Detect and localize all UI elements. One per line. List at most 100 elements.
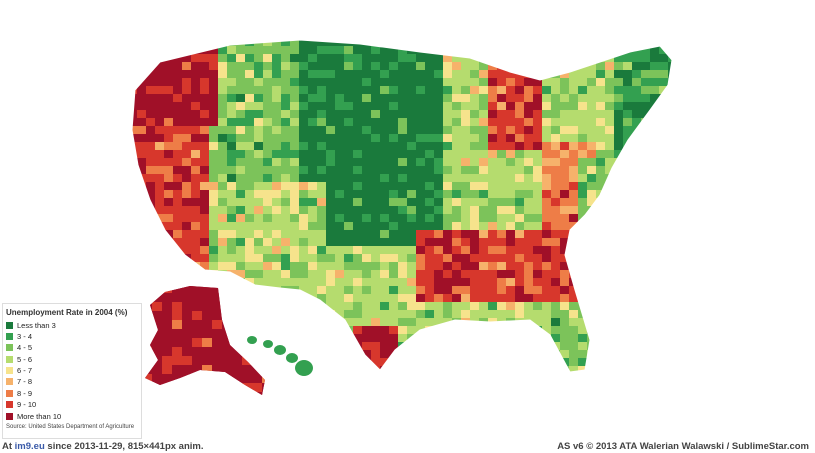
county-cell <box>452 350 462 359</box>
county-cell <box>596 374 605 382</box>
legend-swatch <box>6 389 13 397</box>
county-cell <box>587 134 597 143</box>
county-cell <box>407 374 416 382</box>
county-cell <box>560 238 570 247</box>
county-cell <box>344 262 354 271</box>
county-cell <box>587 182 597 191</box>
county-cell <box>290 102 300 111</box>
county-cell <box>497 174 507 183</box>
county-cell <box>569 182 579 191</box>
county-cell <box>416 62 426 71</box>
county-cell <box>488 118 498 127</box>
county-cell <box>317 310 327 319</box>
county-cell <box>443 326 453 335</box>
county-cell <box>155 286 165 295</box>
county-cell <box>515 198 525 207</box>
county-cell <box>308 158 318 167</box>
county-cell <box>569 230 579 239</box>
county-cell <box>380 110 390 119</box>
legend-label: 7 - 8 <box>17 377 33 387</box>
county-cell <box>335 86 345 95</box>
county-cell <box>200 278 210 287</box>
county-cell <box>299 350 309 359</box>
county-cell <box>335 102 345 111</box>
county-cell <box>569 54 579 63</box>
county-cell <box>488 150 498 159</box>
county-cell <box>461 78 471 87</box>
county-cell <box>308 206 318 215</box>
county-cell <box>173 230 183 239</box>
county-cell <box>182 102 192 111</box>
county-cell <box>146 118 156 127</box>
county-cell <box>650 70 660 79</box>
county-cell <box>488 246 498 255</box>
county-cell <box>470 342 480 351</box>
county-cell <box>145 356 153 366</box>
county-cell <box>222 320 233 330</box>
county-cell <box>380 94 390 103</box>
county-cell <box>371 294 381 303</box>
county-cell <box>668 326 672 335</box>
county-cell <box>407 110 417 119</box>
county-cell <box>389 46 399 55</box>
county-cell <box>209 110 219 119</box>
county-cell <box>326 374 335 382</box>
county-cell <box>479 182 489 191</box>
county-cell <box>155 110 165 119</box>
county-cell <box>650 302 660 311</box>
county-cell <box>212 374 223 384</box>
county-cell <box>668 46 672 55</box>
county-cell <box>317 62 327 71</box>
county-cell <box>434 286 444 295</box>
county-cell <box>254 230 264 239</box>
county-cell <box>551 54 561 63</box>
county-cell <box>443 182 453 191</box>
county-cell <box>407 70 417 79</box>
county-cell <box>344 134 354 143</box>
county-cell <box>344 118 354 127</box>
county-cell <box>371 70 381 79</box>
county-cell <box>353 150 363 159</box>
county-cell <box>398 70 408 79</box>
county-cell <box>578 326 588 335</box>
county-cell <box>209 278 219 287</box>
county-cell <box>605 286 615 295</box>
county-cell <box>614 46 624 55</box>
county-cell <box>200 174 210 183</box>
county-cell <box>479 40 489 47</box>
county-cell <box>515 134 525 143</box>
county-cell <box>371 102 381 111</box>
site-link[interactable]: im9.eu <box>14 441 45 452</box>
county-cell <box>182 190 192 199</box>
county-cell <box>236 40 246 47</box>
county-cell <box>623 166 633 175</box>
county-cell <box>281 118 291 127</box>
county-cell <box>623 238 633 247</box>
county-cell <box>560 174 570 183</box>
county-cell <box>317 326 327 335</box>
county-cell <box>191 134 201 143</box>
legend-swatch <box>6 321 13 329</box>
county-cell <box>172 338 183 348</box>
county-cell <box>380 358 390 367</box>
county-cell <box>632 40 642 47</box>
county-cell <box>317 118 327 127</box>
county-cell <box>252 302 263 312</box>
county-cell <box>344 40 354 47</box>
county-cell <box>470 206 480 215</box>
county-cell <box>380 366 390 372</box>
county-cell <box>596 182 606 191</box>
county-cell <box>281 86 291 95</box>
county-cell <box>641 40 651 47</box>
county-cell <box>299 318 309 327</box>
county-cell <box>254 190 264 199</box>
county-cell <box>281 222 291 231</box>
county-cell <box>218 286 228 295</box>
county-cell <box>506 262 516 271</box>
county-cell <box>173 270 183 279</box>
county-cell <box>132 78 138 87</box>
county-cell <box>362 70 372 79</box>
county-cell <box>632 278 642 287</box>
county-cell <box>515 54 525 63</box>
county-cell <box>299 270 309 279</box>
